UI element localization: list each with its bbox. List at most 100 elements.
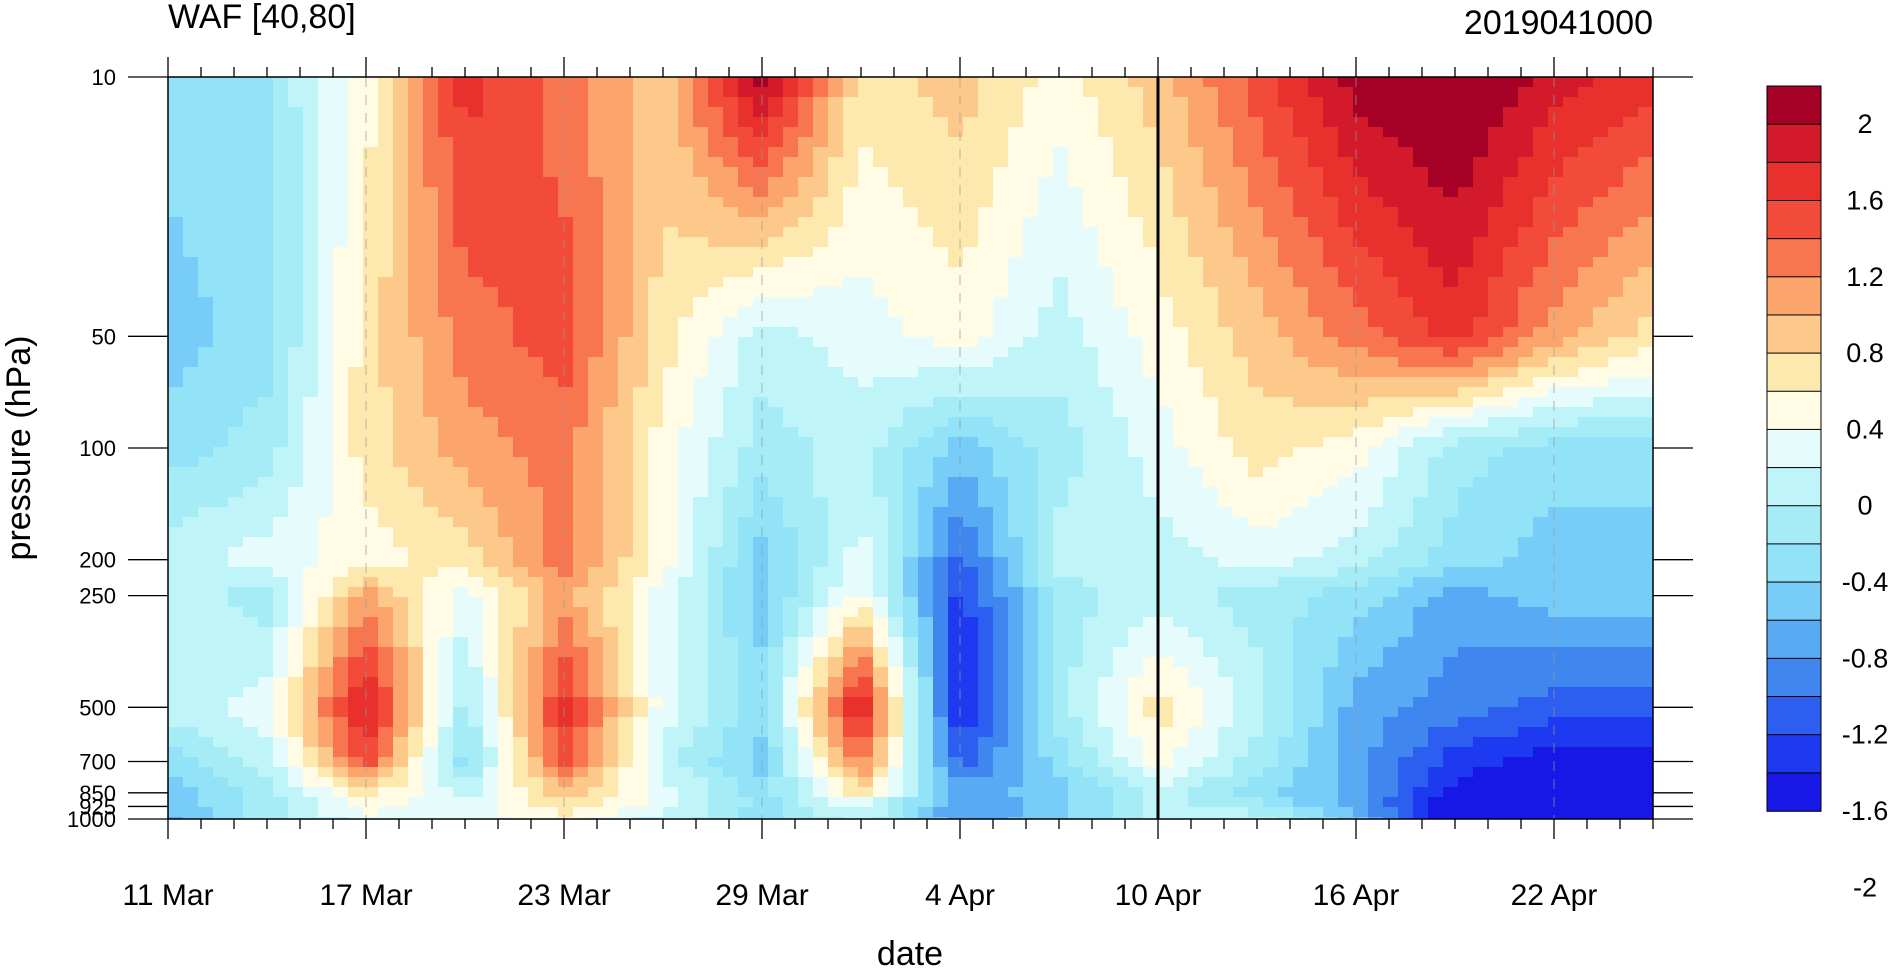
contour-cell bbox=[333, 237, 349, 248]
contour-cell bbox=[1053, 257, 1069, 268]
contour-cell bbox=[1473, 217, 1489, 228]
contour-cell bbox=[438, 357, 454, 368]
contour-cell bbox=[453, 437, 469, 448]
contour-cell bbox=[603, 217, 619, 228]
contour-cell bbox=[543, 337, 559, 348]
contour-cell bbox=[1143, 427, 1159, 438]
contour-cell bbox=[903, 137, 919, 148]
contour-cell bbox=[1233, 197, 1249, 208]
contour-cell bbox=[1353, 307, 1369, 318]
contour-cell bbox=[888, 387, 904, 398]
contour-cell bbox=[1488, 407, 1504, 418]
contour-cell bbox=[1428, 207, 1444, 218]
contour-cell bbox=[318, 227, 334, 238]
contour-cell bbox=[783, 277, 799, 288]
contour-cell bbox=[723, 397, 739, 408]
contour-cell bbox=[978, 277, 994, 288]
contour-cell bbox=[1038, 547, 1054, 558]
contour-cell bbox=[858, 477, 874, 488]
contour-cell bbox=[648, 297, 664, 308]
contour-cell bbox=[1548, 307, 1564, 318]
contour-cell bbox=[948, 187, 964, 198]
contour-cell bbox=[1233, 527, 1249, 538]
contour-cell bbox=[438, 577, 454, 588]
contour-cell bbox=[258, 87, 274, 98]
contour-cell bbox=[933, 357, 949, 368]
contour-cell bbox=[1233, 277, 1249, 288]
contour-cell bbox=[1098, 127, 1114, 138]
contour-cell bbox=[783, 227, 799, 238]
contour-cell bbox=[1353, 467, 1369, 478]
contour-cell bbox=[1143, 257, 1159, 268]
contour-cell bbox=[1038, 167, 1054, 178]
contour-cell bbox=[1473, 437, 1489, 448]
contour-cell bbox=[873, 177, 889, 188]
contour-cell bbox=[723, 307, 739, 318]
contour-cell bbox=[1158, 467, 1174, 478]
contour-cell bbox=[393, 537, 409, 548]
contour-cell bbox=[1398, 517, 1414, 528]
contour-cell bbox=[1263, 377, 1279, 388]
contour-cell bbox=[873, 197, 889, 208]
contour-cell bbox=[258, 297, 274, 308]
contour-cell bbox=[213, 577, 229, 588]
contour-cell bbox=[603, 477, 619, 488]
contour-cell bbox=[573, 437, 589, 448]
contour-cell bbox=[303, 427, 319, 438]
contour-cell bbox=[708, 537, 724, 548]
contour-cell bbox=[1263, 497, 1279, 508]
contour-cell bbox=[258, 377, 274, 388]
contour-cell bbox=[528, 117, 544, 128]
contour-cell bbox=[453, 317, 469, 328]
contour-cell bbox=[753, 227, 769, 238]
contour-cell bbox=[468, 417, 484, 428]
contour-cell bbox=[543, 207, 559, 218]
contour-cell bbox=[1458, 167, 1474, 178]
contour-cell bbox=[618, 77, 634, 88]
contour-cell bbox=[1443, 187, 1459, 198]
contour-cell bbox=[1008, 497, 1024, 508]
contour-cell bbox=[1083, 257, 1099, 268]
contour-cell bbox=[1068, 537, 1084, 548]
contour-cell bbox=[558, 117, 574, 128]
contour-cell bbox=[1443, 267, 1459, 278]
contour-cell bbox=[1023, 297, 1039, 308]
contour-cell bbox=[423, 117, 439, 128]
contour-cell bbox=[1548, 497, 1564, 508]
contour-cell bbox=[573, 287, 589, 298]
contour-cell bbox=[303, 547, 319, 558]
contour-cell bbox=[1263, 367, 1279, 378]
contour-cell bbox=[1368, 197, 1384, 208]
contour-cell bbox=[1293, 507, 1309, 518]
contour-cell bbox=[1203, 367, 1219, 378]
contour-cell bbox=[633, 307, 649, 318]
contour-cell bbox=[1458, 567, 1474, 578]
contour-cell bbox=[1068, 377, 1084, 388]
contour-cell bbox=[1308, 227, 1324, 238]
contour-cell bbox=[1518, 227, 1534, 238]
contour-cell bbox=[618, 527, 634, 538]
contour-cell bbox=[1218, 357, 1234, 368]
contour-cell bbox=[378, 77, 394, 88]
contour-cell bbox=[1518, 427, 1534, 438]
contour-cell bbox=[543, 287, 559, 298]
contour-cell bbox=[1218, 87, 1234, 98]
contour-cell bbox=[528, 327, 544, 338]
contour-cell bbox=[1608, 387, 1624, 398]
contour-cell bbox=[918, 527, 934, 538]
contour-cell bbox=[183, 327, 199, 338]
contour-cell bbox=[243, 387, 259, 398]
contour-cell bbox=[498, 527, 514, 538]
contour-cell bbox=[1278, 167, 1294, 178]
contour-cell bbox=[498, 347, 514, 358]
contour-cell bbox=[1143, 187, 1159, 198]
contour-cell bbox=[393, 397, 409, 408]
contour-cell bbox=[333, 137, 349, 148]
contour-cell bbox=[1548, 407, 1564, 418]
contour-cell bbox=[633, 537, 649, 548]
contour-cell bbox=[1593, 367, 1609, 378]
contour-cell bbox=[708, 157, 724, 168]
contour-cell bbox=[678, 177, 694, 188]
contour-cell bbox=[1008, 307, 1024, 318]
contour-cell bbox=[1638, 217, 1653, 228]
